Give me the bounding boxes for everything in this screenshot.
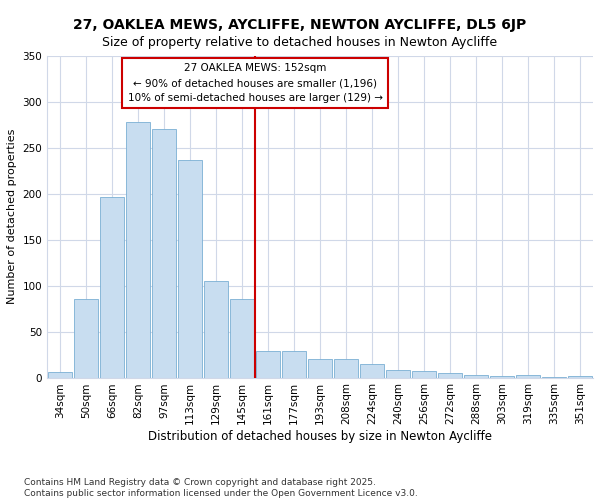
Bar bbox=[126, 122, 151, 378]
X-axis label: Distribution of detached houses by size in Newton Aycliffe: Distribution of detached houses by size … bbox=[148, 430, 492, 443]
Bar bbox=[438, 373, 463, 378]
Text: Size of property relative to detached houses in Newton Aycliffe: Size of property relative to detached ho… bbox=[103, 36, 497, 49]
Bar bbox=[386, 370, 410, 378]
Bar bbox=[48, 372, 73, 378]
Text: 27, OAKLEA MEWS, AYCLIFFE, NEWTON AYCLIFFE, DL5 6JP: 27, OAKLEA MEWS, AYCLIFFE, NEWTON AYCLIF… bbox=[73, 18, 527, 32]
Y-axis label: Number of detached properties: Number of detached properties bbox=[7, 129, 17, 304]
Bar bbox=[490, 376, 514, 378]
Bar bbox=[282, 351, 307, 378]
Bar bbox=[100, 198, 124, 378]
Bar bbox=[360, 364, 385, 378]
Bar bbox=[152, 130, 176, 378]
Text: Contains HM Land Registry data © Crown copyright and database right 2025.
Contai: Contains HM Land Registry data © Crown c… bbox=[24, 478, 418, 498]
Bar bbox=[464, 375, 488, 378]
Bar bbox=[178, 160, 202, 378]
Bar bbox=[204, 281, 229, 378]
Bar bbox=[568, 376, 592, 378]
Bar bbox=[412, 371, 436, 378]
Bar bbox=[256, 351, 280, 378]
Bar bbox=[308, 359, 332, 378]
Bar bbox=[542, 376, 566, 378]
Bar bbox=[516, 375, 541, 378]
Text: 27 OAKLEA MEWS: 152sqm
← 90% of detached houses are smaller (1,196)
10% of semi-: 27 OAKLEA MEWS: 152sqm ← 90% of detached… bbox=[128, 64, 383, 103]
Bar bbox=[334, 359, 358, 378]
Bar bbox=[74, 300, 98, 378]
Bar bbox=[230, 300, 254, 378]
